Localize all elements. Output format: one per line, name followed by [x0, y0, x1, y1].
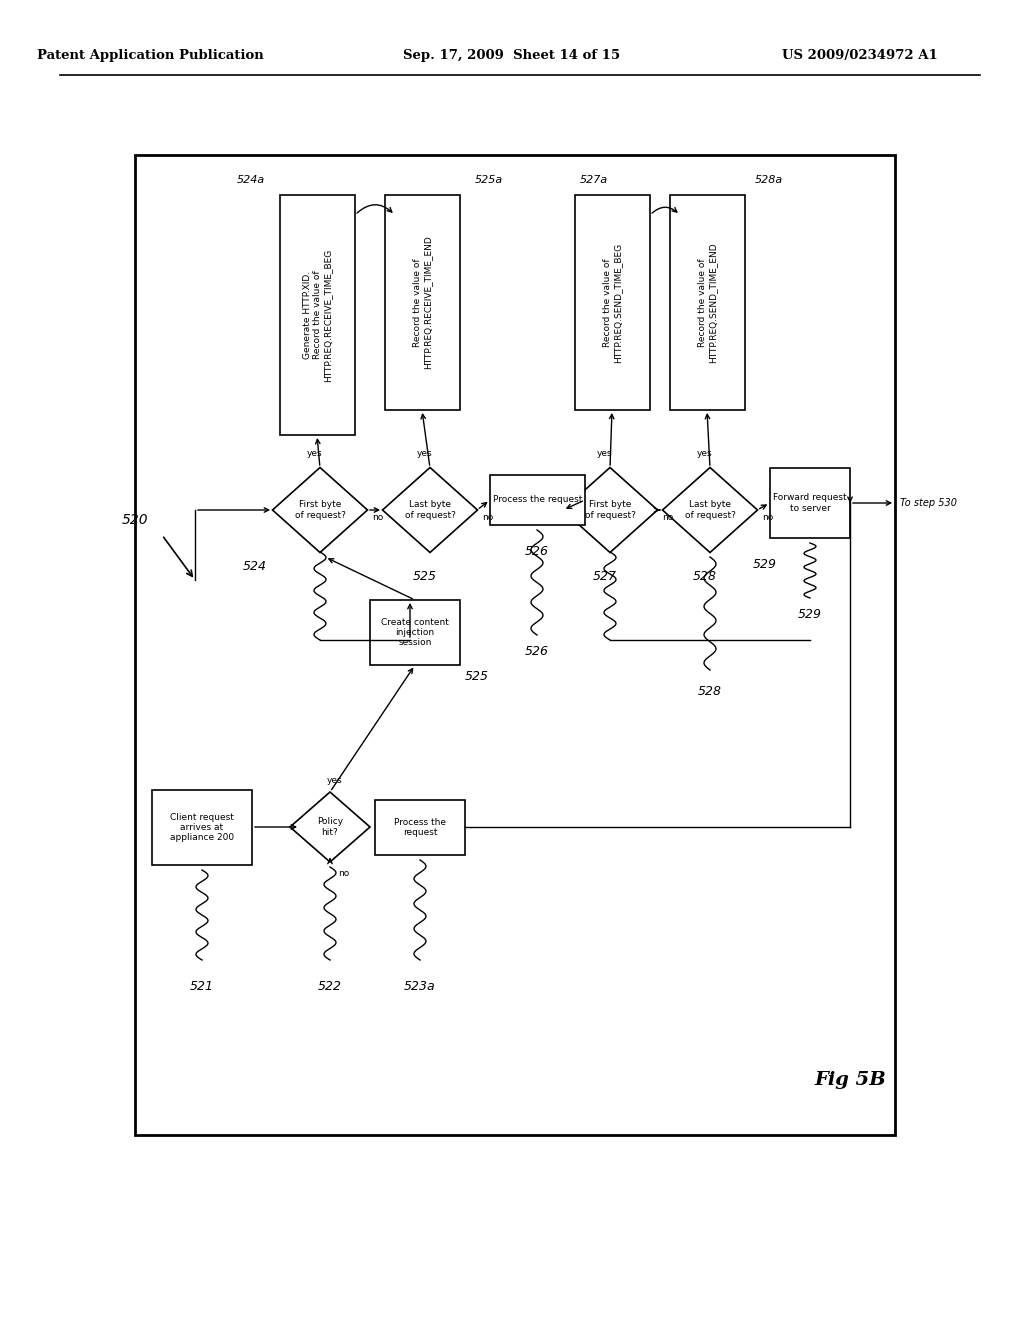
- Text: 522: 522: [318, 979, 342, 993]
- Text: Forward request
to server: Forward request to server: [773, 494, 847, 512]
- Text: Record the value of
HTTP.REQ.SEND_TIME_BEG: Record the value of HTTP.REQ.SEND_TIME_B…: [603, 243, 623, 363]
- Text: Create content
injection
session: Create content injection session: [381, 618, 449, 647]
- Text: 525a: 525a: [475, 176, 503, 185]
- Bar: [375, 800, 465, 855]
- Text: First byte
of request?: First byte of request?: [295, 500, 345, 520]
- Text: 520: 520: [122, 513, 148, 527]
- Text: yes: yes: [697, 449, 713, 458]
- Text: Patent Application Publication: Patent Application Publication: [37, 49, 263, 62]
- Text: Client request
arrives at
appliance 200: Client request arrives at appliance 200: [170, 813, 234, 842]
- Bar: [135, 154, 895, 1135]
- Text: 525: 525: [413, 570, 437, 583]
- Polygon shape: [663, 467, 758, 553]
- Text: no: no: [482, 513, 494, 523]
- Text: 528: 528: [698, 685, 722, 698]
- Text: To step 530: To step 530: [900, 498, 957, 508]
- Text: 521: 521: [190, 979, 214, 993]
- Text: 528a: 528a: [755, 176, 783, 185]
- Text: 524a: 524a: [237, 176, 265, 185]
- Text: yes: yes: [417, 449, 433, 458]
- Polygon shape: [272, 467, 368, 553]
- Text: Process the request: Process the request: [493, 495, 583, 504]
- Text: no: no: [372, 513, 383, 523]
- Text: yes: yes: [328, 776, 343, 785]
- Bar: [152, 789, 252, 865]
- Text: 526: 526: [525, 545, 549, 558]
- Text: 525: 525: [465, 671, 489, 682]
- Text: Process the
request: Process the request: [394, 818, 446, 837]
- Text: Policy
hit?: Policy hit?: [317, 817, 343, 837]
- Text: 524: 524: [243, 560, 267, 573]
- Text: Sep. 17, 2009  Sheet 14 of 15: Sep. 17, 2009 Sheet 14 of 15: [403, 49, 621, 62]
- Text: Generate HTTP.XID.
Record the value of
HTTP.REQ.RECEIVE_TIME_BEG: Generate HTTP.XID. Record the value of H…: [303, 248, 333, 381]
- Bar: [370, 601, 460, 665]
- Text: First byte
of request?: First byte of request?: [585, 500, 636, 520]
- Text: Last byte
of request?: Last byte of request?: [404, 500, 456, 520]
- Text: no: no: [662, 513, 673, 523]
- Text: 529: 529: [753, 558, 777, 572]
- Bar: [280, 195, 355, 436]
- Bar: [490, 475, 585, 525]
- Text: Record the value of
HTTP.REQ.SEND_TIME_END: Record the value of HTTP.REQ.SEND_TIME_E…: [697, 242, 717, 363]
- Bar: [670, 195, 745, 411]
- Text: Last byte
of request?: Last byte of request?: [685, 500, 735, 520]
- Text: Record the value of
HTTP.REQ.RECEIVE_TIME_END: Record the value of HTTP.REQ.RECEIVE_TIM…: [413, 236, 432, 370]
- Text: 529: 529: [798, 609, 822, 620]
- Text: 526: 526: [525, 645, 549, 657]
- Text: US 2009/0234972 A1: US 2009/0234972 A1: [782, 49, 938, 62]
- Text: no: no: [338, 869, 349, 878]
- Text: 528: 528: [693, 570, 717, 583]
- Text: no: no: [762, 513, 773, 523]
- Bar: [575, 195, 650, 411]
- Text: Fig 5B: Fig 5B: [814, 1071, 886, 1089]
- Polygon shape: [383, 467, 477, 553]
- Polygon shape: [562, 467, 657, 553]
- Bar: [385, 195, 460, 411]
- Text: 523a: 523a: [404, 979, 436, 993]
- Text: 527a: 527a: [580, 176, 608, 185]
- Text: 527: 527: [593, 570, 617, 583]
- Polygon shape: [290, 792, 370, 862]
- Bar: [770, 469, 850, 539]
- Text: yes: yes: [597, 449, 612, 458]
- Text: yes: yes: [307, 449, 323, 458]
